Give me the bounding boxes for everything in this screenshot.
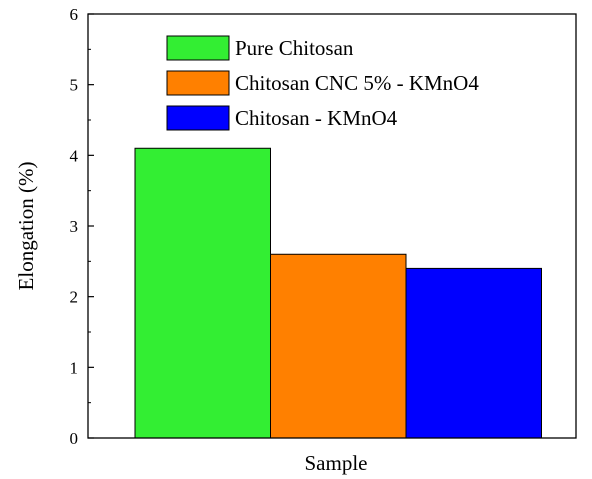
y-axis-title: Elongation (%) xyxy=(14,162,38,291)
legend-swatch xyxy=(166,35,230,61)
bar-2 xyxy=(270,253,407,439)
legend-item: Pure Chitosan xyxy=(166,35,354,61)
legend-item: Chitosan CNC 5% - KMnO4 xyxy=(166,70,479,96)
bars-layer xyxy=(134,147,542,439)
y-tick-label: 2 xyxy=(70,288,79,307)
x-axis-title: Sample xyxy=(305,451,368,475)
y-tick-label: 4 xyxy=(70,146,79,165)
legend-label: Pure Chitosan xyxy=(235,36,354,60)
legend-label: Chitosan - KMnO4 xyxy=(235,106,398,130)
y-tick-label: 1 xyxy=(70,358,79,377)
bar-3 xyxy=(405,267,542,439)
legend-label: Chitosan CNC 5% - KMnO4 xyxy=(235,71,479,95)
bar-1 xyxy=(134,147,271,439)
legend-item: Chitosan - KMnO4 xyxy=(166,105,398,131)
y-tick-label: 5 xyxy=(70,76,79,95)
y-tick-label: 3 xyxy=(70,217,79,236)
y-tick-label: 6 xyxy=(70,5,79,24)
legend-swatch xyxy=(166,70,230,96)
y-tick-label: 0 xyxy=(70,429,79,448)
legend: Pure Chitosan Chitosan CNC 5% - KMnO4 Chit… xyxy=(166,35,479,131)
legend-swatch xyxy=(166,105,230,131)
y-axis-ticks: 0 1 2 3 4 5 6 xyxy=(70,5,94,448)
